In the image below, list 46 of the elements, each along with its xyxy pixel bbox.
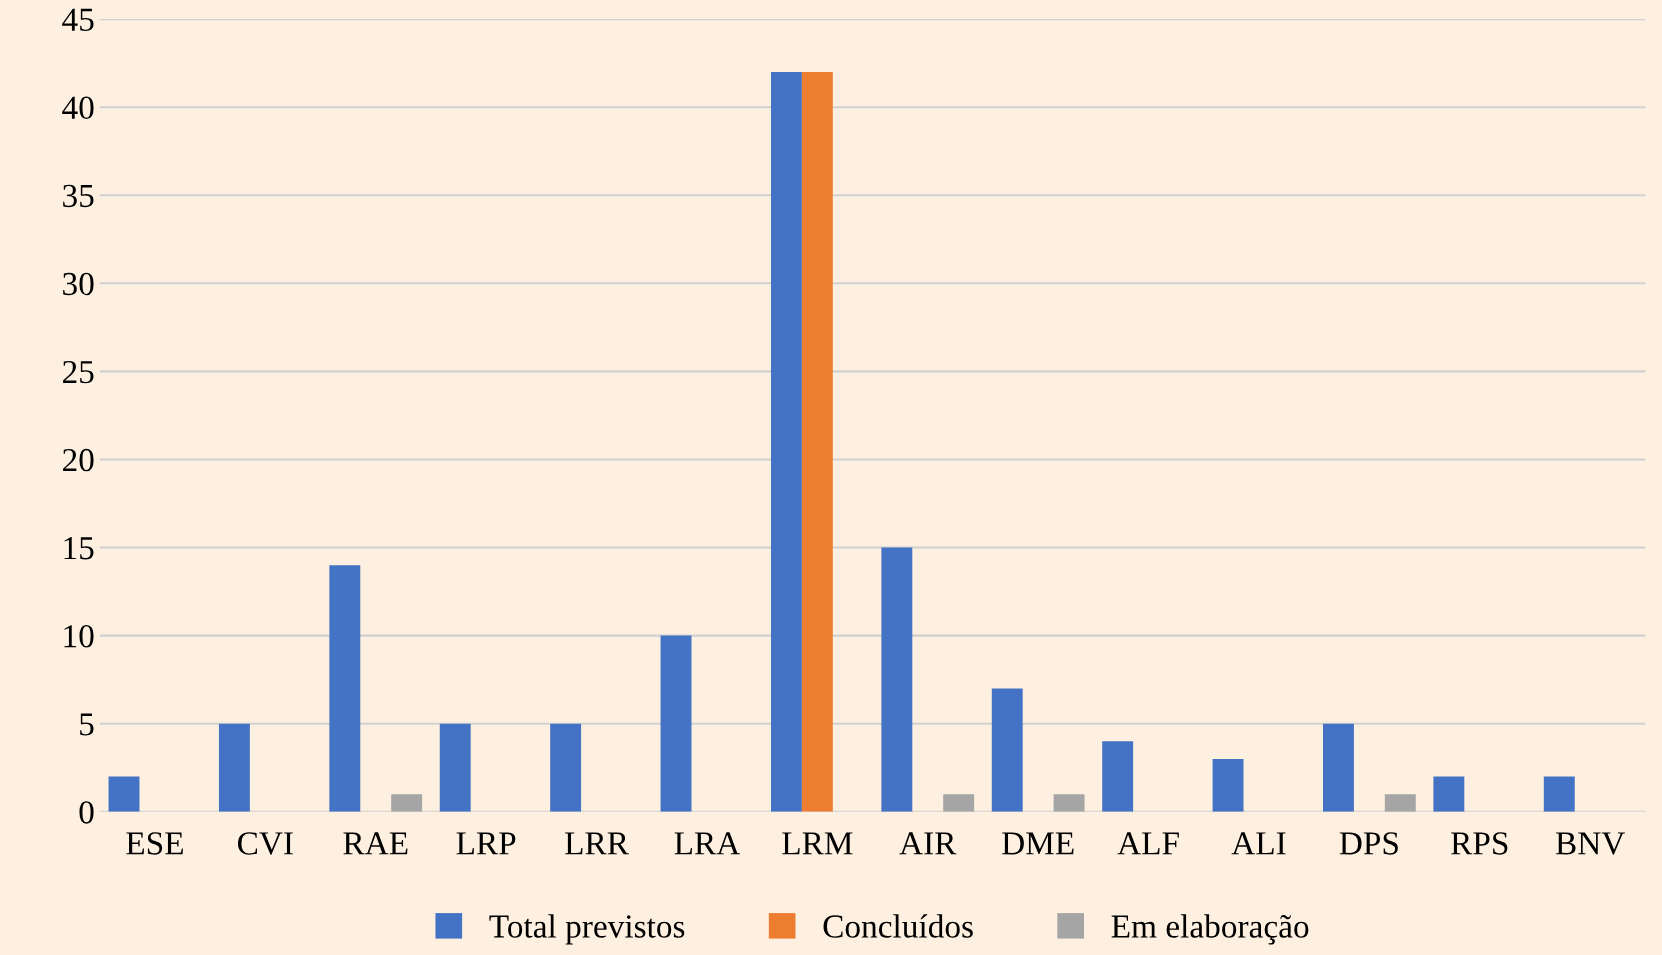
y-tick-label: 35 <box>63 184 94 208</box>
x-tick-label: LRR <box>565 832 629 855</box>
x-tick-label: LRM <box>782 832 853 855</box>
y-tick-label: 20 <box>62 448 94 472</box>
bar <box>329 565 361 812</box>
y-tick-label: 25 <box>62 360 94 384</box>
x-tick-label: BNV <box>1555 832 1625 855</box>
bar <box>881 547 913 812</box>
x-tick-label: LRA <box>674 832 741 855</box>
bar <box>439 723 471 812</box>
bar <box>1212 758 1244 812</box>
x-tick-label: ALF <box>1117 832 1179 855</box>
bar <box>108 776 140 812</box>
bar <box>991 688 1023 812</box>
bar <box>550 723 582 812</box>
y-tick-label: 40 <box>62 96 94 120</box>
x-tick-label: DME <box>1002 832 1074 855</box>
x-tick-label: LRP <box>456 832 516 855</box>
x-tick-label: DPS <box>1339 832 1398 855</box>
bar <box>1433 776 1465 812</box>
bar <box>1384 794 1416 812</box>
x-tick-label: ESE <box>126 832 183 855</box>
x-tick-label: RAE <box>343 832 408 855</box>
x-tick-label: RPS <box>1451 832 1508 855</box>
legend-label: Concluídos <box>823 914 973 938</box>
bar <box>770 71 802 812</box>
y-tick-label: 15 <box>64 537 94 560</box>
y-tick-label: 30 <box>63 272 94 296</box>
bar <box>660 635 692 812</box>
x-tick-label: ALI <box>1231 832 1286 855</box>
y-tick-label: 5 <box>80 713 94 736</box>
y-tick-label: 10 <box>64 625 94 648</box>
bar <box>1543 776 1575 812</box>
bar <box>218 723 250 812</box>
x-tick-label: CVI <box>237 832 293 855</box>
bar <box>1323 723 1354 812</box>
x-tick-label: AIR <box>899 832 957 855</box>
bar <box>801 71 833 812</box>
legend-label: Total previstos <box>489 914 685 945</box>
y-tick-label: 45 <box>62 8 94 31</box>
y-tick-label: 0 <box>79 801 94 824</box>
bar <box>1053 794 1085 812</box>
bar <box>943 794 975 812</box>
bar <box>391 794 423 812</box>
bar <box>1102 741 1134 812</box>
legend-label: Em elaboração <box>1111 914 1309 945</box>
